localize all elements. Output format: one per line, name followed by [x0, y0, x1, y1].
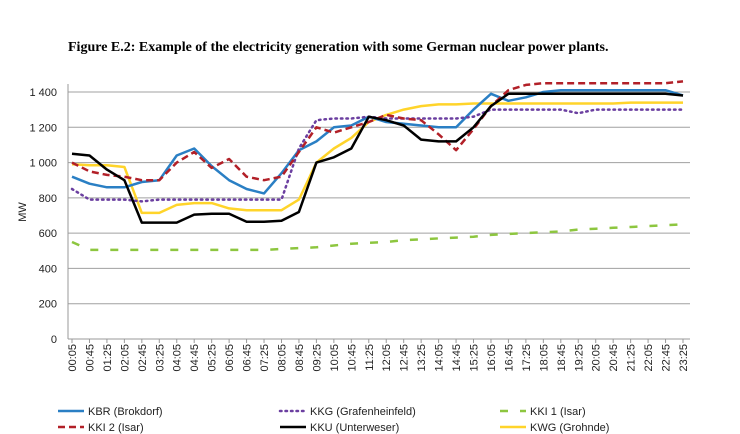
x-tick-label: 02:05 [119, 344, 131, 372]
x-tick-label: 17:25 [521, 344, 533, 372]
series-line [71, 92, 684, 224]
series-line [71, 80, 684, 182]
y-tick-label: 1 400 [29, 87, 57, 99]
x-tick-label: 10:45 [346, 344, 358, 372]
y-tick-label: 600 [39, 228, 57, 240]
x-tick-label: 20:05 [591, 344, 603, 372]
x-tick-label: 06:05 [224, 344, 236, 372]
x-tick-label: 03:25 [154, 344, 166, 372]
series-line [71, 223, 684, 252]
y-tick-label: 200 [39, 299, 57, 311]
x-tick-label: 23:25 [678, 344, 690, 372]
x-tick-label: 08:45 [294, 344, 306, 372]
legend-label: KKI 2 (Isar) [88, 422, 144, 434]
x-tick-label: 20:45 [608, 344, 620, 372]
legend-label: KKU (Unterweser) [310, 422, 399, 434]
x-tick-label: 05:25 [207, 344, 219, 372]
x-tick-label: 19:25 [573, 344, 585, 372]
x-tick-label: 01:25 [102, 344, 114, 372]
series-line [71, 88, 684, 195]
x-tick-label: 11:25 [364, 344, 376, 371]
x-tick-label: 00:45 [84, 344, 96, 372]
y-tick-label: 0 [51, 334, 57, 346]
series-line [70, 108, 685, 203]
x-tick-label: 15:25 [469, 344, 481, 372]
x-tick-label: 12:05 [381, 344, 393, 372]
x-tick-label: 16:05 [486, 344, 498, 372]
x-tick-label: 04:05 [172, 344, 184, 372]
chart-title: Figure E.2: Example of the electricity g… [68, 40, 609, 55]
x-tick-label: 06:45 [242, 344, 254, 372]
x-tick-label: 14:45 [451, 344, 463, 372]
x-tick-label: 08:05 [276, 344, 288, 372]
x-tick-label: 07:25 [259, 344, 271, 372]
x-tick-label: 16:45 [503, 344, 515, 372]
x-tick-label: 13:25 [416, 344, 428, 372]
x-tick-label: 04:45 [189, 344, 201, 372]
y-axis-label: MW [17, 202, 29, 222]
x-tick-label: 22:05 [643, 344, 655, 372]
x-tick-label: 02:45 [137, 344, 149, 372]
legend-label: KKI 1 (Isar) [530, 406, 586, 418]
x-tick-label: 12:45 [399, 344, 411, 372]
x-tick-label: 10:05 [329, 344, 341, 372]
y-tick-label: 1 000 [29, 158, 57, 170]
y-tick-label: 400 [39, 263, 57, 275]
x-tick-label: 18:05 [538, 344, 550, 372]
y-tick-label: 800 [39, 193, 57, 205]
legend-label: KKG (Grafenheinfeld) [310, 406, 416, 418]
x-tick-label: 22:45 [661, 344, 673, 372]
x-tick-label: 21:25 [626, 344, 638, 372]
y-tick-label: 1 200 [29, 122, 57, 134]
x-tick-label: 14:05 [434, 344, 446, 372]
x-tick-label: 09:25 [311, 344, 323, 372]
legend-label: KBR (Brokdorf) [88, 406, 163, 418]
x-tick-label: 18:45 [556, 344, 568, 372]
legend-label: KWG (Grohnde) [530, 422, 609, 434]
x-tick-label: 00:05 [67, 344, 79, 372]
